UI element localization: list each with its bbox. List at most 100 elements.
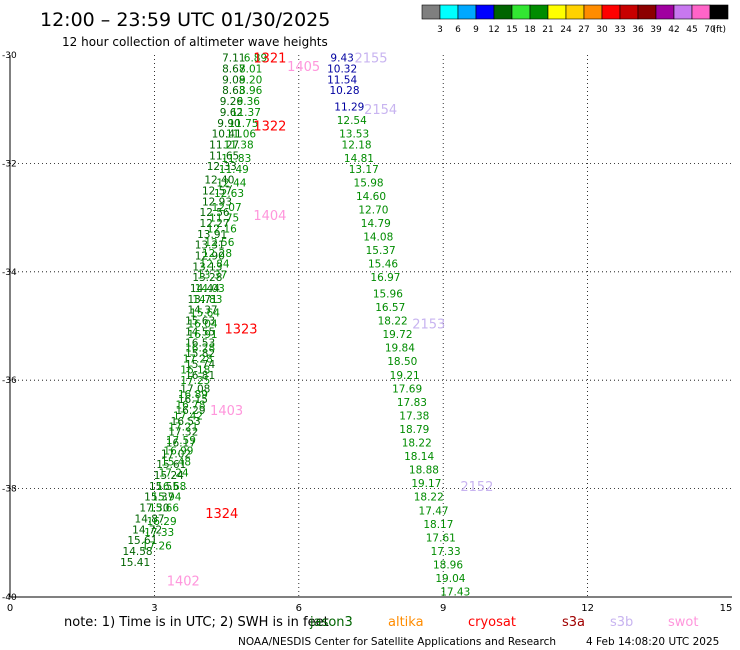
swh-value: 17.43	[440, 587, 470, 599]
swh-value: 16.89	[178, 389, 208, 401]
swh-value: 17.69	[392, 383, 422, 395]
swh-value: 17.32	[168, 427, 198, 439]
colorbar-label: 18	[524, 25, 536, 35]
x-tick-label: 6	[296, 603, 302, 614]
satellite-legend: jason3 altika cryosat s3a s3b swot	[309, 615, 698, 630]
swh-value: 16.91	[188, 329, 218, 341]
colorbar-swatch	[475, 4, 495, 20]
swh-value: 11.54	[327, 74, 357, 86]
swh-value: 14.79	[361, 218, 391, 230]
swh-value: 12.56	[204, 237, 234, 249]
colorbar-label: 33	[614, 25, 625, 35]
swh-value: 17.28	[183, 354, 213, 366]
swh-value: 11.37	[231, 107, 261, 119]
colorbar-label: 9	[473, 25, 479, 35]
swh-value: 15.48	[161, 457, 191, 469]
swh-value: 15.66	[149, 503, 179, 515]
swh-value: 10.28	[329, 85, 359, 97]
pass-time-label: 1321	[253, 52, 286, 67]
chart-title: 12:00 – 23:59 UTC 01/30/2025	[40, 9, 330, 31]
swh-value: 11.06	[226, 129, 256, 141]
swh-value: 13.91	[197, 229, 227, 241]
x-tick-label: 0	[7, 603, 13, 614]
x-tick-label: 3	[151, 603, 157, 614]
footer-timestamp: 4 Feb 14:08:20 UTC 2025	[586, 636, 719, 648]
swh-value: 9.62	[220, 107, 243, 119]
swh-value: 18.17	[423, 519, 453, 531]
swh-value: 19.72	[382, 329, 412, 341]
colorbar-label: 3	[437, 25, 443, 35]
swh-value: 16.28	[185, 343, 215, 355]
swh-value: 18.22	[378, 316, 408, 328]
colorbar-swatch	[439, 4, 459, 20]
legend-item: jason3	[309, 615, 353, 630]
swh-value: 9.36	[237, 96, 261, 108]
legend-item: altika	[388, 615, 424, 630]
swh-value: 14.08	[363, 232, 393, 244]
y-tick-label: -34	[2, 268, 17, 278]
swh-value: 15.61	[156, 459, 186, 471]
swh-value: 12.44	[216, 177, 246, 189]
y-tick-label: -38	[2, 485, 17, 495]
colorbar-label: 36	[632, 25, 644, 35]
y-tick-label: -40	[2, 593, 17, 603]
colorbar-swatch	[583, 4, 603, 20]
swh-value: 15.46	[368, 259, 398, 271]
colorbar-swatch	[421, 4, 441, 20]
swh-value: 12.07	[212, 202, 242, 214]
swh-value: 13.37	[197, 270, 227, 282]
colorbar-label: 30	[596, 25, 608, 35]
pass-time-label: 2152	[460, 480, 493, 495]
swh-value: 16.57	[375, 302, 405, 314]
swh-value: 11.75	[209, 213, 239, 225]
swh-value: 19.84	[385, 343, 415, 355]
swh-value: 15.74	[185, 359, 215, 371]
colorbar-swatch	[493, 4, 513, 20]
swh-value: 17.21	[168, 421, 198, 433]
swh-value: 18.88	[409, 465, 439, 477]
swh-value: 17.83	[397, 397, 427, 409]
swh-value: 19.04	[435, 573, 465, 585]
colorbar-label: 24	[560, 25, 572, 35]
legend-item: s3b	[610, 615, 633, 630]
legend-item: swot	[668, 615, 698, 630]
pass-time-label: 1323	[224, 323, 257, 338]
swh-value: 14.55	[185, 326, 215, 338]
swh-value: 17.47	[419, 505, 449, 517]
colorbar-swatch	[511, 4, 531, 20]
swh-value: 15.37	[144, 492, 174, 504]
swh-value: 16.18	[180, 364, 210, 376]
swh-value: 19.17	[411, 478, 441, 490]
swh-value: 13.17	[349, 164, 379, 176]
colorbar-label: 27	[578, 25, 589, 35]
swh-value: 11.65	[209, 150, 239, 162]
swh-value: 12.33	[207, 161, 237, 173]
pass-time-label: 1402	[167, 575, 200, 590]
colorbar-swatch	[637, 4, 657, 20]
swh-value: 17.25	[180, 375, 210, 387]
swh-value: 13.28	[192, 272, 222, 284]
swh-value: 8.96	[239, 85, 263, 97]
swh-value: 11.49	[219, 164, 249, 176]
swh-value: 14.81	[344, 153, 374, 165]
swh-value: 15.24	[154, 470, 184, 482]
axis-ticks: -30 -32 -34 -36 -38 -400 3 6 9 12 15	[2, 51, 732, 614]
pass-time-label: 1403	[210, 404, 243, 419]
swh-value: 15.64	[190, 307, 220, 319]
swh-value: 18.50	[387, 356, 417, 368]
swh-value: 17.59	[166, 435, 196, 447]
swh-value: 15.63	[185, 316, 215, 328]
swh-value: 15.55	[149, 481, 179, 493]
swh-value: 17.02	[161, 448, 191, 460]
swh-value: 15.94	[151, 492, 181, 504]
chart-subtitle: 12 hour collection of altimeter wave hei…	[62, 35, 328, 49]
swh-value: 11.38	[224, 139, 254, 151]
swh-value: 14.83	[192, 294, 222, 306]
swh-value: 18.96	[433, 559, 463, 571]
x-tick-label: 15	[720, 603, 733, 614]
colorbar-swatch	[655, 4, 675, 20]
swh-value: 16.78	[175, 400, 205, 412]
swh-value: 18.79	[399, 424, 429, 436]
colorbar-label: 45	[686, 25, 697, 35]
